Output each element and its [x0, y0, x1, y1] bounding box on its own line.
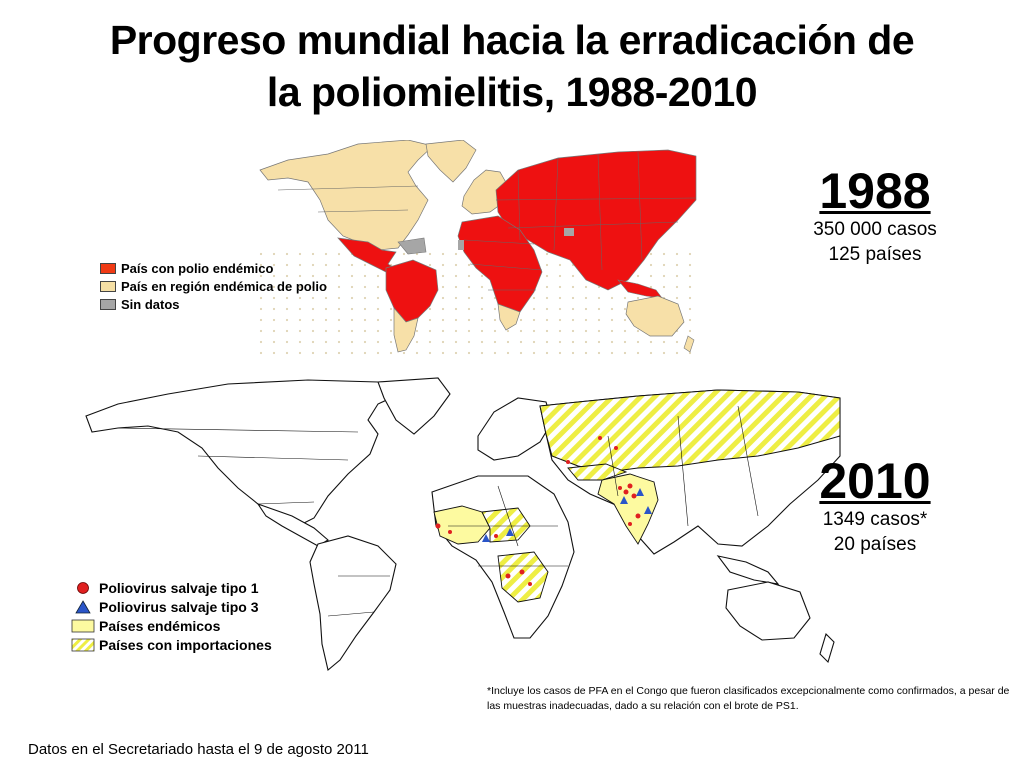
legend-item-type3: Poliovirus salvaje tipo 3	[71, 597, 272, 616]
legend-label: Países endémicos	[99, 617, 221, 634]
stat-2010: 2010 1349 casos* 20 países	[775, 455, 975, 557]
legend-label: Países con importaciones	[99, 636, 272, 653]
countries-2010: 20 países	[833, 534, 917, 555]
title-line-1: Progreso mundial hacia la erradicación d…	[109, 17, 915, 63]
new-zealand-outline	[819, 632, 835, 664]
data-source-footer: Datos en el Secretariado hasta el 9 de a…	[28, 741, 369, 758]
yellow-box-icon	[71, 618, 95, 634]
new-zealand-region	[683, 335, 695, 353]
central-africa-importation	[497, 551, 549, 603]
country-borders	[277, 151, 697, 291]
map-1988	[258, 140, 698, 355]
south-america-south-region	[393, 307, 419, 353]
legend-label: Poliovirus salvaje tipo 3	[99, 598, 259, 615]
legend-2010: Poliovirus salvaje tipo 1 Poliovirus sal…	[71, 578, 272, 654]
legend-label: Poliovirus salvaje tipo 1	[99, 579, 259, 596]
type3-cases	[482, 488, 652, 542]
north-america-outline	[85, 379, 410, 527]
country-borders	[117, 405, 759, 617]
type1-cases	[435, 436, 641, 586]
year-2010: 2010	[819, 453, 931, 509]
map-2010	[85, 377, 841, 671]
legend-label: País con polio endémico	[121, 260, 274, 276]
south-america-endemic	[385, 259, 439, 323]
year-1988: 1988	[819, 163, 931, 219]
title-line-2: la poliomielitis, 1988-2010	[266, 69, 758, 115]
south-asia-endemic	[597, 473, 659, 545]
south-america-outline	[309, 535, 397, 671]
nodata-patch	[564, 228, 574, 236]
southern-africa-region	[497, 303, 521, 331]
red-circle-icon	[71, 580, 95, 596]
swatch-endemic	[100, 262, 116, 274]
eurasia-endemic	[495, 149, 697, 291]
footnote: *Incluye los casos de PFA en el Congo qu…	[487, 685, 1010, 712]
legend-1988: País con polio endémico País en región e…	[100, 259, 327, 313]
legend-item-importation: Países con importaciones	[71, 635, 272, 654]
legend-label: Sin datos	[121, 296, 180, 312]
swatch-nodata	[100, 298, 116, 310]
legend-item-endemic: País con polio endémico	[100, 259, 327, 277]
hatched-box-icon	[71, 637, 95, 653]
nodata-patch	[458, 240, 464, 250]
north-america-region	[259, 140, 434, 251]
slide-title: Progreso mundial hacia la erradicación d…	[20, 14, 1004, 118]
australia-outline	[725, 581, 811, 641]
southeast-asia-outline	[716, 555, 780, 585]
greenland-outline	[377, 377, 451, 435]
west-africa-endemic	[433, 505, 491, 545]
blue-triangle-icon	[71, 599, 95, 615]
cases-1988: 350 000 casos	[813, 219, 937, 240]
legend-item-nodata: Sin datos	[100, 295, 327, 313]
cases-2010: 1349 casos*	[822, 509, 928, 530]
legend-item-endemic: Países endémicos	[71, 616, 272, 635]
countries-1988: 125 países	[828, 244, 922, 265]
stat-1988: 1988 350 000 casos 125 países	[775, 165, 975, 267]
central-asia-importation	[567, 463, 628, 481]
legend-item-region: País en región endémica de polio	[100, 277, 327, 295]
greenland-region	[425, 140, 477, 183]
caribbean-nodata	[397, 237, 427, 255]
legend-item-type1: Poliovirus salvaje tipo 1	[71, 578, 272, 597]
west-africa-importation	[481, 507, 531, 543]
swatch-region	[100, 280, 116, 292]
australia-region	[625, 295, 685, 337]
legend-label: País en región endémica de polio	[121, 278, 327, 294]
